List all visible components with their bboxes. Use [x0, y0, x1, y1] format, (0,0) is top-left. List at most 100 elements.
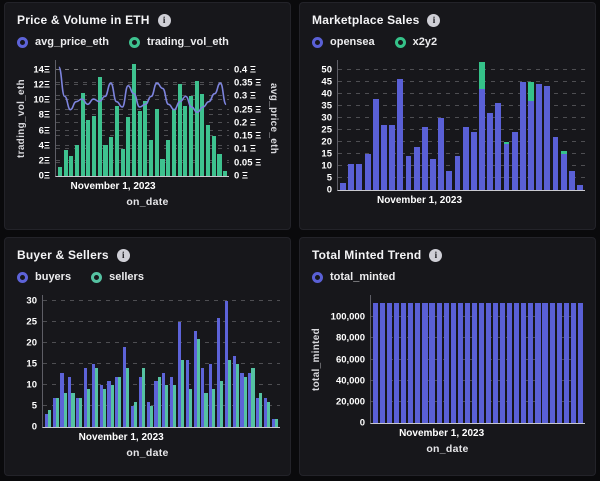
bar-sellers[interactable] [274, 418, 279, 427]
bar-buyers[interactable] [154, 380, 158, 427]
info-icon[interactable]: i [429, 248, 443, 262]
legend-item-opensea[interactable]: opensea [312, 36, 375, 48]
bar-sellers[interactable] [47, 410, 52, 427]
bar-sellers[interactable] [118, 376, 122, 427]
bar-sellers[interactable] [204, 393, 208, 427]
bar-trading_vol_eth[interactable] [126, 116, 131, 176]
bar-total_minted[interactable] [549, 303, 555, 423]
bar-total_minted[interactable] [380, 303, 386, 423]
bar-buyers[interactable] [68, 376, 72, 427]
bar-total_minted[interactable] [577, 303, 583, 423]
bar-sellers[interactable] [110, 385, 114, 427]
bar-buyers[interactable] [240, 372, 244, 427]
bar-trading_vol_eth[interactable] [92, 116, 97, 176]
bar-buyers[interactable] [146, 401, 150, 427]
bar-total_minted[interactable] [372, 303, 379, 423]
bar-opensea[interactable] [462, 127, 469, 190]
info-icon[interactable]: i [157, 13, 171, 27]
bar-opensea[interactable] [397, 79, 404, 190]
bar-buyers[interactable] [99, 385, 103, 427]
bar-opensea[interactable] [389, 125, 396, 190]
bar-sellers[interactable] [235, 364, 239, 427]
bar-total_minted[interactable] [436, 303, 442, 423]
bar-buyers[interactable] [201, 368, 205, 427]
info-icon[interactable]: i [427, 13, 441, 27]
bar-buyers[interactable] [177, 322, 181, 427]
info-icon[interactable]: i [116, 248, 130, 262]
bar-sellers[interactable] [180, 359, 185, 427]
bar-sellers[interactable] [87, 389, 91, 427]
bar-trading_vol_eth[interactable] [103, 144, 108, 176]
bar-opensea[interactable] [405, 156, 412, 190]
bar-opensea[interactable] [544, 86, 551, 190]
bar-total_minted[interactable] [443, 303, 449, 423]
bar-opensea[interactable] [511, 132, 518, 190]
bar-trading_vol_eth[interactable] [200, 94, 205, 176]
bar-total_minted[interactable] [450, 303, 456, 423]
bar-total_minted[interactable] [507, 303, 513, 423]
bar-x2y2[interactable] [560, 151, 567, 154]
bar-buyers[interactable] [107, 380, 111, 427]
bar-total_minted[interactable] [429, 303, 435, 423]
bar-buyers[interactable] [91, 364, 95, 427]
bar-sellers[interactable] [173, 385, 177, 427]
bar-opensea[interactable] [430, 158, 436, 190]
bar-buyers[interactable] [170, 376, 174, 427]
bar-buyers[interactable] [217, 318, 221, 427]
bar-trading_vol_eth[interactable] [177, 83, 182, 176]
bar-buyers[interactable] [248, 372, 252, 427]
bar-opensea[interactable] [438, 117, 445, 190]
bar-buyers[interactable] [209, 364, 213, 427]
bar-opensea[interactable] [372, 98, 379, 190]
bar-sellers[interactable] [251, 368, 255, 427]
bar-trading_vol_eth[interactable] [63, 150, 68, 176]
bar-sellers[interactable] [259, 393, 263, 427]
bar-trading_vol_eth[interactable] [80, 92, 85, 176]
bar-opensea[interactable] [536, 84, 543, 190]
chart-marketplace-sales[interactable]: 50 45 40 35 30 25 20 15 10 5 0 November 1, 2023 [310, 60, 585, 206]
bar-total_minted[interactable] [457, 303, 463, 423]
bar-opensea[interactable] [421, 127, 428, 190]
legend-item-trading_vol_eth[interactable]: trading_vol_eth [128, 36, 229, 48]
bar-trading_vol_eth[interactable] [149, 140, 154, 176]
bar-total_minted[interactable] [415, 303, 421, 423]
legend-item-sellers[interactable]: sellers [91, 271, 144, 283]
bar-total_minted[interactable] [394, 303, 400, 423]
bar-trading_vol_eth[interactable] [166, 140, 171, 176]
bar-total_minted[interactable] [563, 303, 569, 423]
bar-opensea[interactable] [568, 170, 575, 190]
bar-trading_vol_eth[interactable] [223, 170, 228, 176]
bar-buyers[interactable] [83, 368, 88, 427]
bar-trading_vol_eth[interactable] [171, 109, 176, 176]
bar-total_minted[interactable] [478, 303, 484, 423]
bar-buyers[interactable] [232, 355, 236, 427]
bar-total_minted[interactable] [485, 303, 492, 423]
bar-opensea[interactable] [560, 153, 567, 190]
bar-opensea[interactable] [364, 153, 371, 190]
chart-total-minted[interactable]: total_minted 100,000 80,000 60,000 40,000 20… [310, 295, 585, 439]
bar-sellers[interactable] [134, 401, 138, 427]
bar-sellers[interactable] [212, 389, 216, 427]
bar-trading_vol_eth[interactable] [114, 106, 119, 176]
bar-opensea[interactable] [340, 182, 347, 190]
bar-opensea[interactable] [356, 163, 363, 190]
bar-total_minted[interactable] [542, 303, 548, 423]
bar-opensea[interactable] [577, 185, 583, 190]
chart-buyer-sellers[interactable]: 30 25 20 15 10 5 0 November 1, 2023 [15, 295, 280, 443]
bar-trading_vol_eth[interactable] [183, 105, 188, 176]
bar-buyers[interactable] [185, 359, 189, 427]
bar-buyers[interactable] [76, 397, 80, 427]
bar-sellers[interactable] [196, 339, 200, 427]
bar-buyers[interactable] [60, 372, 64, 427]
bar-total_minted[interactable] [493, 303, 499, 423]
bar-opensea[interactable] [479, 88, 485, 190]
bar-buyers[interactable] [263, 397, 268, 427]
bar-x2y2[interactable] [528, 81, 534, 101]
plot-area[interactable]: November 1, 2023 [42, 295, 280, 443]
bar-trading_vol_eth[interactable] [154, 109, 159, 176]
bar-total_minted[interactable] [408, 303, 414, 423]
bar-buyers[interactable] [256, 397, 260, 427]
bar-opensea[interactable] [552, 137, 559, 190]
bar-buyers[interactable] [52, 397, 56, 427]
plot-area[interactable]: November 1, 2023 [370, 295, 585, 439]
